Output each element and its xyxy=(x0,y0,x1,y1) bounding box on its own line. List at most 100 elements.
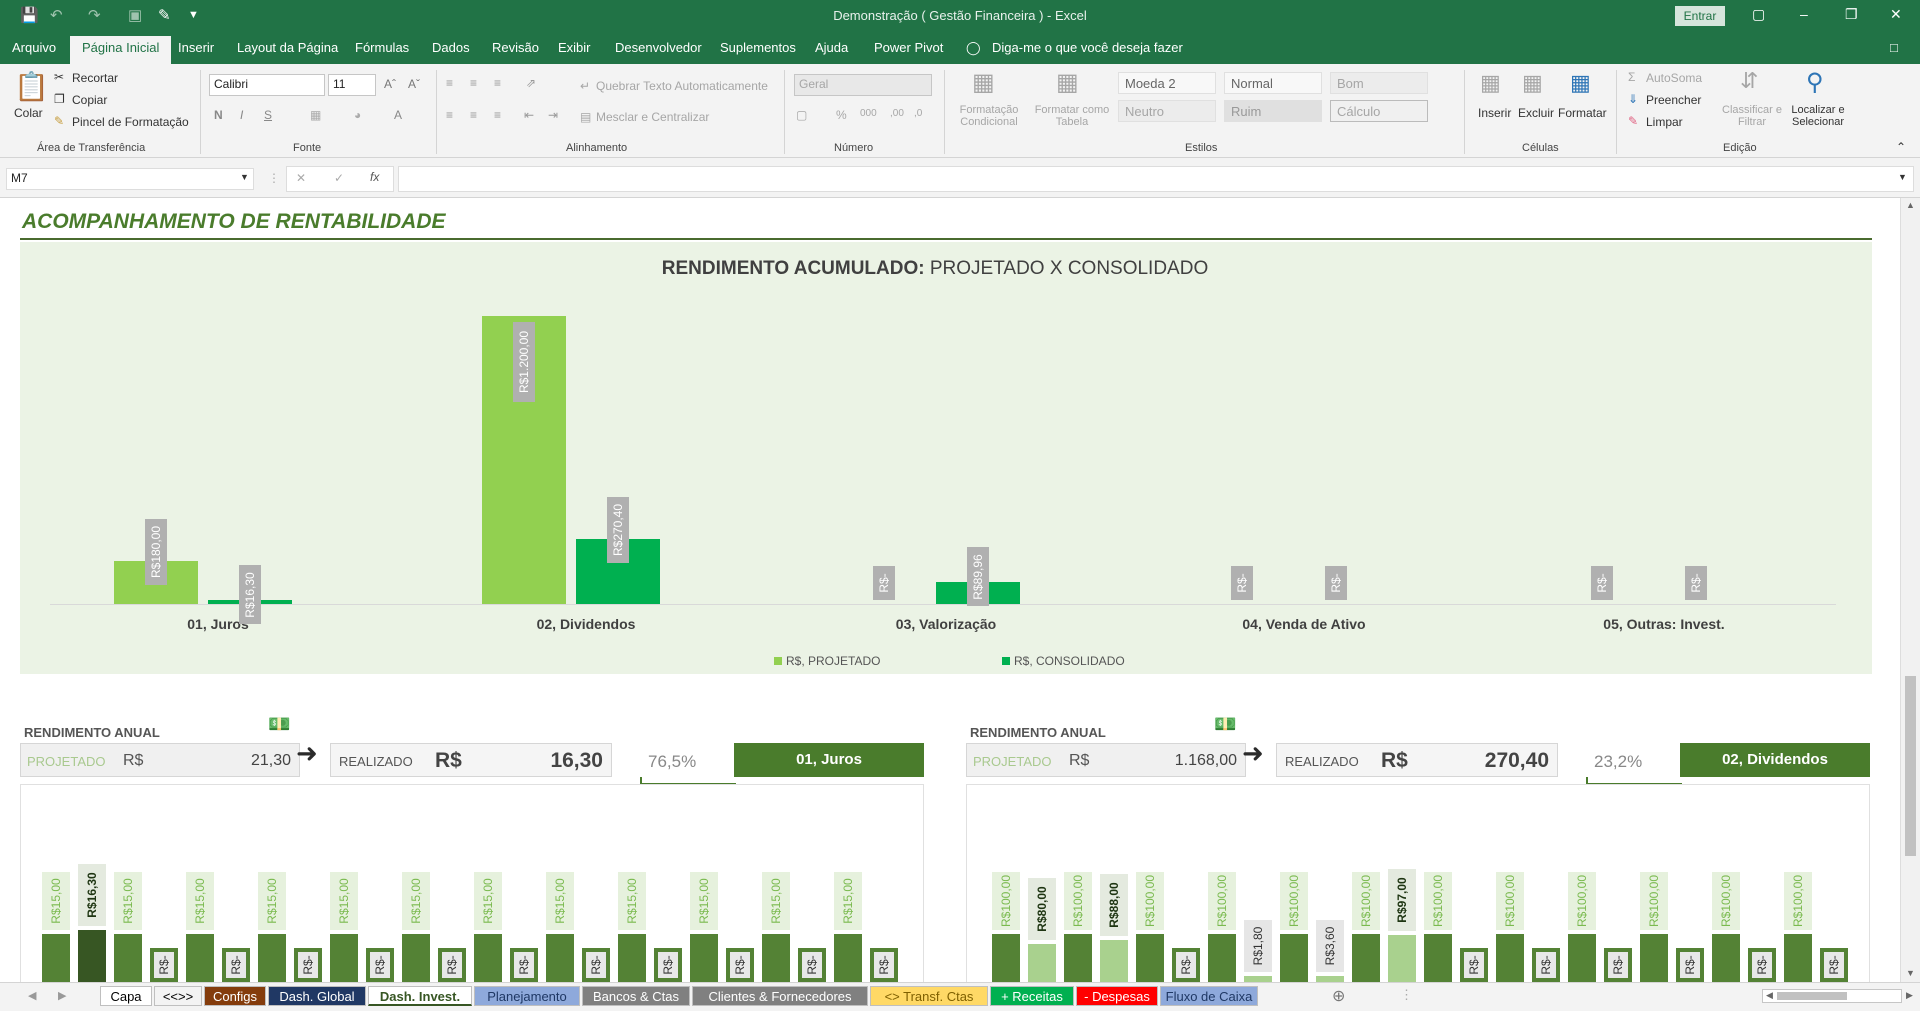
save-icon[interactable]: 💾 xyxy=(20,7,39,24)
delete-cells-icon[interactable]: ▦ xyxy=(1522,70,1543,95)
sheet-tab[interactable]: - Despesas xyxy=(1076,986,1158,1006)
paste-button[interactable]: Colar xyxy=(14,106,43,120)
wrap-text-button[interactable]: Quebrar Texto Automaticamente xyxy=(596,79,768,93)
align-middle-icon[interactable]: ≡ xyxy=(470,76,478,90)
expand-formula-icon[interactable]: ▼ xyxy=(1898,172,1907,182)
style-ruim[interactable]: Ruim xyxy=(1224,100,1322,122)
format-as-table-button[interactable]: Formatar como Tabela xyxy=(1034,104,1110,128)
clear-button[interactable]: Limpar xyxy=(1646,115,1683,129)
copy-button[interactable]: Copiar xyxy=(72,93,108,107)
tab-exibir[interactable]: Exibir xyxy=(558,40,591,55)
style-calculo[interactable]: Cálculo xyxy=(1330,100,1428,122)
autosum-icon[interactable]: Σ xyxy=(1628,70,1636,84)
confirm-entry-icon[interactable]: ✓ xyxy=(334,171,345,185)
format-cells-icon[interactable]: ▦ xyxy=(1570,70,1591,95)
tab-arquivo[interactable]: Arquivo xyxy=(12,40,57,55)
new-sheet-icon[interactable]: ⊕ xyxy=(1332,988,1346,1005)
indent-increase-icon[interactable]: ⇥ xyxy=(548,108,559,122)
sheet-tab[interactable]: <> Transf. Ctas xyxy=(870,986,988,1006)
scroll-right-icon[interactable]: ▶ xyxy=(1906,990,1913,1000)
customize-toolbar-icon[interactable]: ▼ xyxy=(188,9,199,21)
shrink-font-icon[interactable]: Aˇ xyxy=(408,77,420,91)
sheet-tab[interactable]: Fluxo de Caixa xyxy=(1160,986,1258,1006)
camera-icon[interactable]: ▣ xyxy=(128,7,143,24)
comments-icon[interactable]: □ xyxy=(1890,40,1898,55)
ribbon-display-icon[interactable]: ▢ xyxy=(1752,6,1766,22)
style-bom[interactable]: Bom xyxy=(1330,72,1428,94)
delete-cells-button[interactable]: Excluir xyxy=(1518,106,1555,120)
scroll-up-icon[interactable]: ▲ xyxy=(1906,200,1915,210)
sheet-tab[interactable]: Bancos & Ctas xyxy=(582,986,690,1006)
redo-icon[interactable]: ↷ xyxy=(88,7,101,24)
italic-icon[interactable]: I xyxy=(240,108,244,122)
font-size-select[interactable]: 11 xyxy=(328,74,376,96)
cut-button[interactable]: Recortar xyxy=(72,71,119,85)
grow-font-icon[interactable]: Aˆ xyxy=(384,77,396,91)
underline-icon[interactable]: S xyxy=(264,108,273,122)
formula-input[interactable] xyxy=(398,166,1914,192)
tab-layout[interactable]: Layout da Página xyxy=(237,40,339,55)
close-icon[interactable]: ✕ xyxy=(1890,6,1902,22)
sheet-tab[interactable]: Dash. Invest. xyxy=(368,986,472,1006)
sheet-tab[interactable]: <<>> xyxy=(154,986,202,1006)
sheet-tab[interactable]: Configs xyxy=(204,986,266,1006)
style-moeda2[interactable]: Moeda 2 xyxy=(1118,72,1216,94)
currency-icon[interactable]: ▢ xyxy=(796,108,808,122)
name-box[interactable]: M7 xyxy=(6,168,254,190)
align-right-icon[interactable]: ≡ xyxy=(494,108,502,122)
percent-icon[interactable]: % xyxy=(836,108,847,122)
align-top-icon[interactable]: ≡ xyxy=(446,76,454,90)
brush-icon[interactable]: ✎ xyxy=(54,114,65,128)
conditional-format-button[interactable]: Formatação Condicional xyxy=(959,104,1019,128)
tab-inserir[interactable]: Inserir xyxy=(178,40,215,55)
vertical-scrollbar[interactable]: ▲ ▼ xyxy=(1900,198,1920,982)
minimize-icon[interactable]: – xyxy=(1800,6,1808,22)
conditional-format-icon[interactable]: ▦ xyxy=(972,69,995,96)
font-color-icon[interactable]: A xyxy=(394,108,403,122)
copy-icon[interactable]: ❐ xyxy=(54,92,65,106)
tab-pagina-inicial[interactable]: Página Inicial xyxy=(70,36,172,64)
insert-function-icon[interactable]: fx xyxy=(370,170,380,184)
scroll-left-icon[interactable]: ◀ xyxy=(1766,990,1773,1000)
tab-ajuda[interactable]: Ajuda xyxy=(815,40,849,55)
thousands-icon[interactable]: 000 xyxy=(860,108,877,119)
name-box-dropdown-icon[interactable]: ▼ xyxy=(240,172,249,182)
insert-cells-icon[interactable]: ▦ xyxy=(1480,70,1501,95)
sign-in-button[interactable]: Entrar xyxy=(1675,6,1725,26)
fill-button[interactable]: Preencher xyxy=(1646,93,1702,107)
sheet-tab[interactable]: + Receitas xyxy=(990,986,1074,1006)
format-cells-button[interactable]: Formatar xyxy=(1558,106,1607,120)
tab-revisao[interactable]: Revisão xyxy=(492,40,539,55)
tab-suplementos[interactable]: Suplementos xyxy=(720,40,796,55)
horizontal-scroll-thumb[interactable] xyxy=(1777,992,1847,1000)
undo-icon[interactable]: ↶ xyxy=(50,7,63,24)
align-left-icon[interactable]: ≡ xyxy=(446,108,454,122)
align-center-icon[interactable]: ≡ xyxy=(470,108,478,122)
bold-icon[interactable]: N xyxy=(214,108,223,122)
tab-power-pivot[interactable]: Power Pivot xyxy=(874,40,944,55)
merge-icon[interactable]: ▤ xyxy=(580,110,592,124)
scissors-icon[interactable]: ✂ xyxy=(54,70,65,84)
tab-dados[interactable]: Dados xyxy=(432,40,470,55)
merge-center-button[interactable]: Mesclar e Centralizar xyxy=(596,110,710,124)
sort-filter-icon[interactable]: ⇵ xyxy=(1740,68,1759,93)
increase-decimal-icon[interactable]: ,00 xyxy=(890,108,904,119)
decrease-decimal-icon[interactable]: ,0 xyxy=(914,108,923,119)
eraser-icon[interactable]: ✎ xyxy=(158,7,171,24)
indent-decrease-icon[interactable]: ⇤ xyxy=(524,108,535,122)
sort-filter-button[interactable]: Classificar e Filtrar xyxy=(1722,104,1782,128)
tell-me-search[interactable]: Diga-me o que você deseja fazer xyxy=(992,40,1183,55)
cancel-entry-icon[interactable]: ✕ xyxy=(296,171,307,185)
next-sheet-icon[interactable]: ▶ xyxy=(58,990,67,1002)
orientation-icon[interactable]: ⇗ xyxy=(526,76,537,90)
sheet-tab[interactable]: Dash. Global xyxy=(268,986,366,1006)
tab-formulas[interactable]: Fórmulas xyxy=(355,40,410,55)
find-select-icon[interactable]: ⚲ xyxy=(1806,69,1824,96)
restore-icon[interactable]: ❐ xyxy=(1845,6,1858,22)
sheet-tab[interactable]: Capa xyxy=(100,986,152,1006)
autosum-button[interactable]: AutoSoma xyxy=(1646,71,1703,85)
horizontal-scrollbar[interactable] xyxy=(1762,989,1902,1003)
font-name-select[interactable]: Calibri xyxy=(209,74,325,96)
scroll-thumb[interactable] xyxy=(1905,676,1916,856)
borders-icon[interactable]: ▦ xyxy=(310,108,322,122)
